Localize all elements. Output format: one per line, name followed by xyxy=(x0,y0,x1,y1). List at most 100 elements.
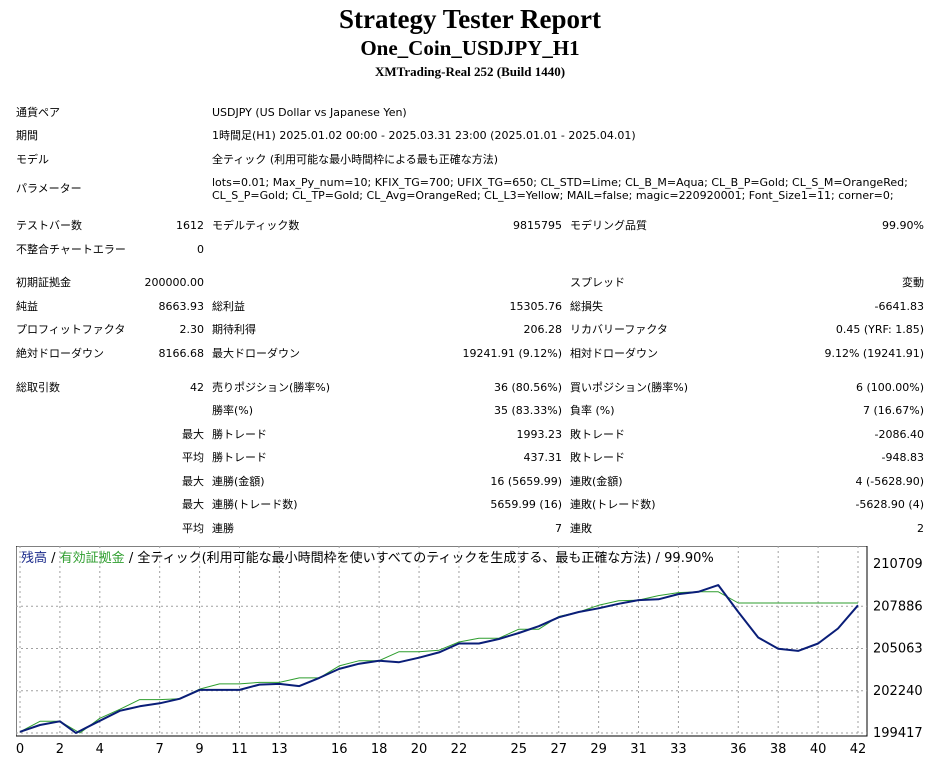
y-tick-label: 205063 xyxy=(873,642,923,657)
profit-factor-label: プロフィットファクタ xyxy=(16,323,126,336)
avg-cons-losses-label: 連敗 xyxy=(570,522,592,535)
server-info: XMTrading-Real 252 (Build 1440) xyxy=(374,64,566,79)
quality-label: モデリング品質 xyxy=(570,219,647,232)
y-tick-label: 210709 xyxy=(873,557,923,572)
mismatch-label: 不整合チャートエラー xyxy=(16,243,126,256)
mismatch-value: 0 xyxy=(197,243,204,256)
loss-rate-value: 7 (16.67%) xyxy=(862,404,924,417)
y-tick-label: 207886 xyxy=(873,599,923,614)
params-value: lots=0.01; Max_Py_num=10; KFIX_TG=700; U… xyxy=(212,176,908,202)
series-lines xyxy=(19,584,859,734)
abs-drawdown-label: 絶対ドローダウン xyxy=(16,347,104,360)
short-positions-value: 36 (80.56%) xyxy=(493,381,562,394)
max-cons-losses-value: 4 (-5628.90) xyxy=(855,475,924,488)
average-prefix: 平均 xyxy=(182,451,204,464)
avg-loss-value: -948.83 xyxy=(881,451,924,464)
total-trades-value: 42 xyxy=(190,381,204,394)
short-positions-label: 売りポジション(勝率%) xyxy=(212,381,331,394)
max-cons-profit-label: 連勝(トレード数) xyxy=(212,498,298,511)
avg-win-label: 勝トレード xyxy=(212,451,267,464)
expected-payoff-label: 期待利得 xyxy=(212,323,256,336)
y-axis-labels: 210709 207886 205063 202240 199417 xyxy=(873,557,923,741)
x-tick-label: 22 xyxy=(451,742,468,757)
x-tick-label: 42 xyxy=(850,742,867,757)
x-tick-label: 29 xyxy=(590,742,607,757)
deposit-label: 初期証拠金 xyxy=(16,276,71,289)
spread-label: スプレッド xyxy=(570,276,625,289)
profit-factor-value: 2.30 xyxy=(179,323,205,336)
x-tick-label: 4 xyxy=(96,742,104,757)
x-tick-label: 36 xyxy=(730,742,747,757)
x-tick-label: 40 xyxy=(810,742,827,757)
plot-frame xyxy=(16,546,868,737)
x-tick-label: 13 xyxy=(271,742,288,757)
avg-cons-wins-label: 連勝 xyxy=(212,522,234,535)
x-tick-label: 38 xyxy=(770,742,787,757)
total-trades-label: 総取引数 xyxy=(16,381,60,394)
avg-win-value: 437.31 xyxy=(523,451,563,464)
gross-profit-label: 総利益 xyxy=(212,300,245,313)
y-tick-label: 202240 xyxy=(873,684,923,699)
x-tick-label: 0 xyxy=(16,742,24,757)
gross-loss-value: -6641.83 xyxy=(874,300,924,313)
max-drawdown-label: 最大ドローダウン xyxy=(212,347,300,360)
x-tick-label: 20 xyxy=(411,742,428,757)
largest-loss-label: 敗トレード xyxy=(570,428,625,441)
average-prefix-2: 平均 xyxy=(182,522,204,535)
largest-prefix: 最大 xyxy=(182,428,204,441)
max-prefix-2: 最大 xyxy=(182,475,204,488)
y-tick-label: 199417 xyxy=(873,726,923,741)
largest-loss-value: -2086.40 xyxy=(874,428,924,441)
x-axis-labels: 0 2 4 7 9 11 13 16 18 20 22 25 27 29 31 33 36 38 40 42 xyxy=(16,742,866,757)
report-subtitle: One_Coin_USDJPY_H1 xyxy=(360,36,580,60)
model-value: 全ティック (利用可能な最小時間枠による最も正確な方法) xyxy=(212,153,499,166)
legend-quality: 99.90% xyxy=(664,551,714,566)
win-rate-value: 35 (83.33%) xyxy=(493,404,562,417)
largest-win-value: 1993.23 xyxy=(516,428,563,441)
x-tick-label: 9 xyxy=(195,742,203,757)
test-bars-value: 1612 xyxy=(176,219,204,232)
model-label: モデル xyxy=(16,153,49,166)
quality-value: 99.90% xyxy=(882,219,924,232)
x-tick-label: 18 xyxy=(371,742,388,757)
legend-equity: 有効証拠金 xyxy=(60,550,125,566)
long-positions-value: 6 (100.00%) xyxy=(855,381,924,394)
avg-cons-wins-value: 7 xyxy=(555,522,562,535)
max-cons-loss-value: -5628.90 (4) xyxy=(855,498,924,511)
max-prefix-3: 最大 xyxy=(182,498,204,511)
recovery-factor-value: 0.45 (YRF: 1.85) xyxy=(835,323,924,336)
legend-sep-3: / xyxy=(652,551,665,566)
legend-sep-1: / xyxy=(47,551,60,566)
params-label: パラメーター xyxy=(16,182,82,195)
test-bars-label: テストバー数 xyxy=(16,219,82,232)
x-tick-label: 2 xyxy=(56,742,64,757)
rel-drawdown-value: 9.12% (19241.91) xyxy=(824,347,924,360)
ticks-value: 9815795 xyxy=(513,219,562,232)
x-tick-label: 31 xyxy=(630,742,647,757)
legend-balance: 残高 xyxy=(21,550,47,566)
long-positions-label: 買いポジション(勝率%) xyxy=(570,381,689,394)
report-title: Strategy Tester Report xyxy=(339,4,601,34)
grid-lines xyxy=(16,546,867,736)
symbol-value: USDJPY (US Dollar vs Japanese Yen) xyxy=(212,106,407,119)
abs-drawdown-value: 8166.68 xyxy=(158,347,205,360)
expected-payoff-value: 206.28 xyxy=(523,323,563,336)
max-cons-losses-label: 連敗(金額) xyxy=(570,475,623,488)
legend-model: 全ティック(利用可能な最小時間枠を使いすべてのティックを生成する、最も正確な方法… xyxy=(137,550,651,566)
gross-loss-label: 総損失 xyxy=(570,300,603,313)
gross-profit-value: 15305.76 xyxy=(509,300,563,313)
max-cons-loss-label: 連敗(トレード数) xyxy=(570,498,656,511)
max-cons-profit-value: 5659.99 (16) xyxy=(490,498,562,511)
loss-rate-label: 負率 (%) xyxy=(570,404,615,417)
equity-line xyxy=(19,591,858,734)
period-value: 1時間足(H1) 2025.01.02 00:00 - 2025.03.31 2… xyxy=(212,129,636,142)
x-tick-label: 11 xyxy=(231,742,248,757)
x-tick-label: 7 xyxy=(156,742,164,757)
rel-drawdown-label: 相対ドローダウン xyxy=(570,347,658,360)
chart-legend: 残高 / 有効証拠金 / 全ティック(利用可能な最小時間枠を使いすべてのティック… xyxy=(21,550,714,566)
balance-chart: 210709 207886 205063 202240 199417 0 2 4 7 9 11 13… xyxy=(16,546,938,765)
symbol-label: 通貨ペア xyxy=(16,106,60,119)
ticks-label: モデルティック数 xyxy=(212,219,300,232)
legend-sep-2: / xyxy=(125,551,138,566)
